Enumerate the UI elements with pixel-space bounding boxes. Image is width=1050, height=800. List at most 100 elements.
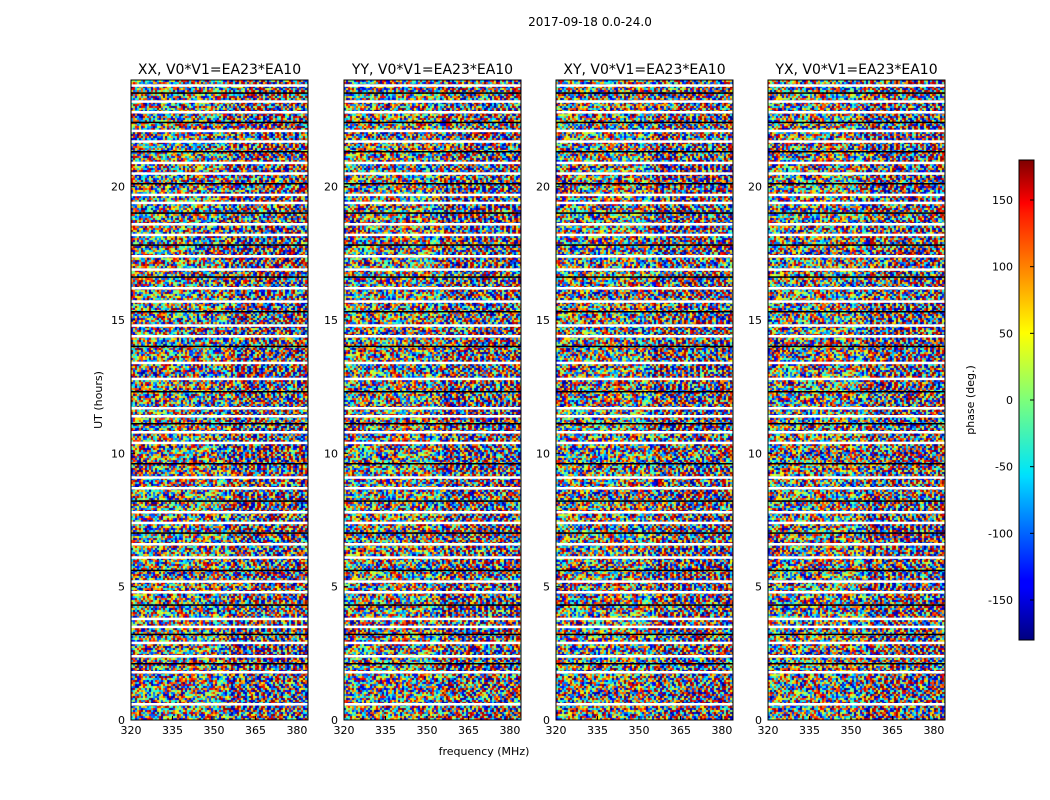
colorbar-tick-label: 150 bbox=[992, 194, 1013, 207]
y-tick-label: 0 bbox=[543, 714, 550, 727]
flag-row bbox=[131, 543, 308, 546]
x-tick-label: 380 bbox=[711, 724, 732, 737]
y-tick-label: 10 bbox=[324, 447, 338, 460]
flag-row bbox=[556, 476, 733, 479]
flag-row bbox=[768, 201, 945, 205]
panels-group: XX, V0*V1=EA23*EA10 320 335 350 365 380 0 5 10 15… bbox=[111, 62, 946, 737]
panel-frame bbox=[555, 79, 734, 721]
flag-row bbox=[768, 287, 945, 290]
flag-row bbox=[768, 500, 945, 502]
flag-row bbox=[556, 300, 733, 303]
flag-row bbox=[768, 532, 945, 534]
flag-row bbox=[768, 511, 945, 514]
flag-row bbox=[344, 84, 521, 87]
flag-row bbox=[131, 663, 308, 665]
flag-row bbox=[556, 100, 733, 103]
flag-row bbox=[344, 703, 521, 706]
flag-row bbox=[344, 361, 521, 365]
flag-row bbox=[768, 255, 945, 258]
flag-row bbox=[768, 431, 945, 434]
flag-row bbox=[768, 655, 945, 658]
y-tick-label: 5 bbox=[118, 581, 125, 594]
flag-row bbox=[131, 580, 308, 583]
flag-row bbox=[344, 183, 521, 185]
flag-row bbox=[344, 129, 521, 133]
flag-row bbox=[768, 140, 945, 143]
panel-2: XY, V0*V1=EA23*EA10 320 335 350 365 380 0 5 10 15… bbox=[536, 62, 734, 737]
y-tick-label: 5 bbox=[755, 581, 762, 594]
flag-row bbox=[344, 212, 521, 214]
flag-row bbox=[131, 423, 308, 425]
flag-row bbox=[131, 212, 308, 214]
flag-row bbox=[344, 151, 521, 153]
x-tick-label: 350 bbox=[840, 724, 861, 737]
flag-row bbox=[131, 703, 308, 706]
flag-row bbox=[344, 407, 521, 410]
flag-row bbox=[131, 151, 308, 153]
flag-row bbox=[344, 633, 521, 636]
y-tick-label: 5 bbox=[331, 581, 338, 594]
panel-0: XX, V0*V1=EA23*EA10 320 335 350 365 380 0 5 10 15… bbox=[111, 62, 309, 737]
flag-row bbox=[344, 311, 521, 313]
flag-row bbox=[344, 100, 521, 103]
colorbar-tick-label: -150 bbox=[988, 594, 1013, 607]
colorbar-label: phase (deg.) bbox=[964, 365, 977, 435]
flag-row bbox=[344, 233, 521, 237]
flag-row bbox=[131, 100, 308, 103]
flag-row bbox=[131, 300, 308, 303]
flag-row bbox=[344, 268, 521, 271]
flag-row bbox=[556, 511, 733, 514]
colorbar-tick-label: 50 bbox=[999, 327, 1013, 340]
y-tick-label: 5 bbox=[543, 581, 550, 594]
y-tick-label: 20 bbox=[111, 181, 125, 194]
flag-row bbox=[131, 407, 308, 410]
flag-row bbox=[768, 92, 945, 94]
flag-row bbox=[344, 244, 521, 246]
flag-row bbox=[768, 415, 945, 418]
flag-row bbox=[768, 233, 945, 237]
flag-row bbox=[556, 92, 733, 94]
flag-row bbox=[344, 617, 521, 621]
flag-row bbox=[131, 193, 308, 197]
flag-row bbox=[131, 311, 308, 313]
flag-row bbox=[344, 663, 521, 665]
flag-row bbox=[344, 476, 521, 479]
flag-row bbox=[131, 487, 308, 490]
flag-row bbox=[768, 671, 945, 674]
colorbar-tick-label: 0 bbox=[1006, 394, 1013, 407]
flag-row bbox=[768, 617, 945, 621]
panel-frame bbox=[130, 79, 309, 721]
panel-3: YX, V0*V1=EA23*EA10 320 335 350 365 380 0 5 10 15… bbox=[748, 62, 946, 737]
x-tick-label: 365 bbox=[882, 724, 903, 737]
flag-row bbox=[556, 655, 733, 658]
flag-row bbox=[556, 377, 733, 381]
x-tick-label: 320 bbox=[334, 724, 355, 737]
flag-row bbox=[344, 543, 521, 546]
flag-row bbox=[556, 591, 733, 594]
flag-row bbox=[131, 129, 308, 133]
flag-row bbox=[768, 212, 945, 214]
x-tick-label: 380 bbox=[286, 724, 307, 737]
flag-row bbox=[768, 423, 945, 425]
flag-row bbox=[344, 121, 521, 124]
flag-row bbox=[344, 391, 521, 393]
flag-row bbox=[556, 201, 733, 205]
flag-row bbox=[768, 703, 945, 706]
flag-row bbox=[131, 84, 308, 87]
flag-row bbox=[344, 335, 521, 338]
flag-row bbox=[768, 151, 945, 153]
flag-row bbox=[344, 487, 521, 490]
flag-row bbox=[131, 655, 308, 658]
flag-row bbox=[768, 121, 945, 124]
y-tick-label: 0 bbox=[755, 714, 762, 727]
flag-row bbox=[131, 671, 308, 674]
flag-row bbox=[556, 193, 733, 197]
flag-row bbox=[556, 183, 733, 185]
flag-row bbox=[344, 193, 521, 197]
flag-row bbox=[131, 361, 308, 365]
flag-row bbox=[344, 345, 521, 348]
flag-row bbox=[556, 604, 733, 606]
flag-row bbox=[344, 604, 521, 606]
flag-row bbox=[556, 345, 733, 348]
flag-row bbox=[556, 463, 733, 465]
